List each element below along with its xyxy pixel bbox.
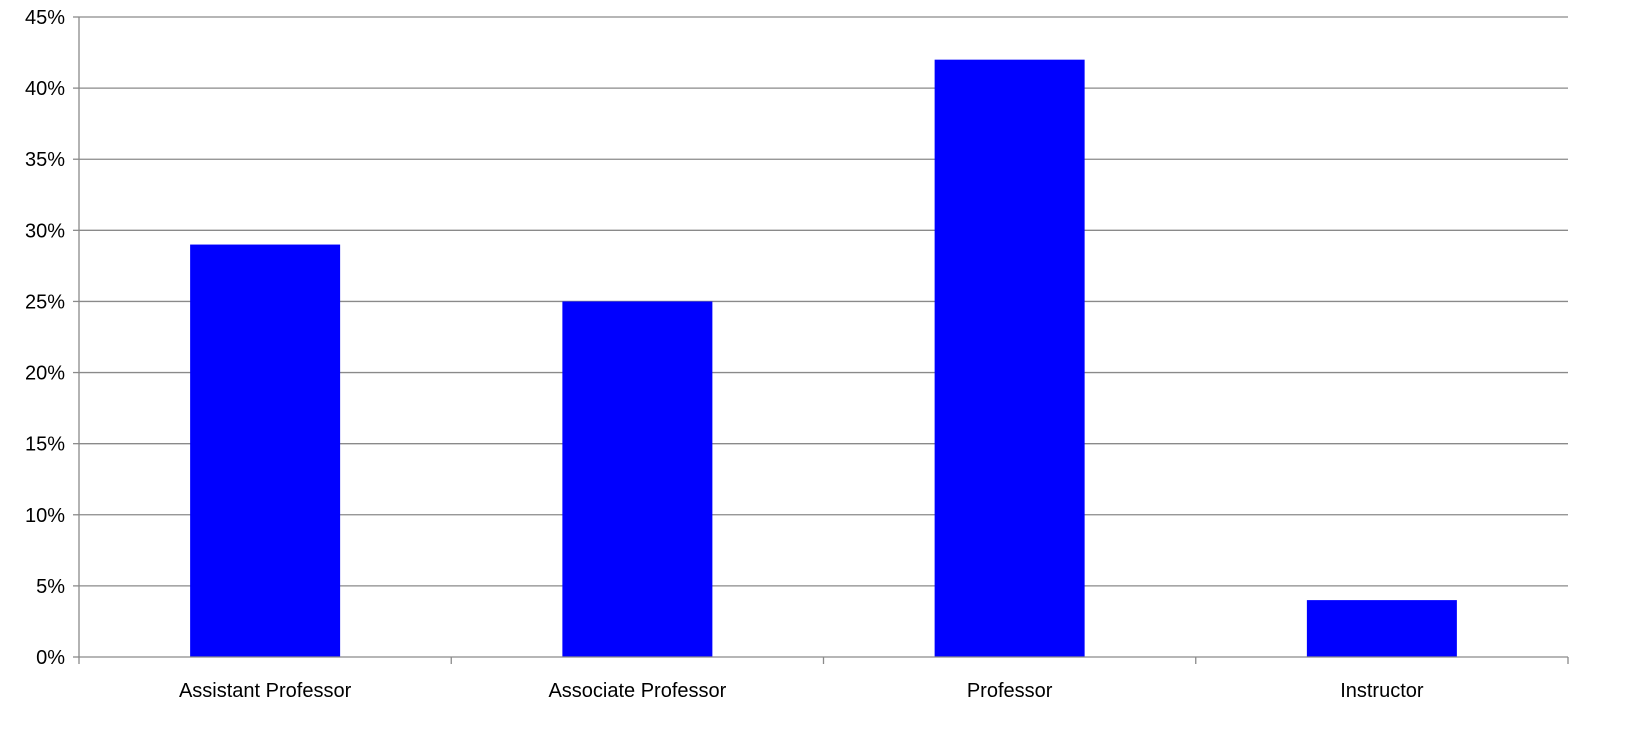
y-tick-label: 40% (25, 78, 65, 100)
y-tick-label: 35% (25, 149, 65, 171)
y-tick-label: 10% (25, 505, 65, 527)
x-tick-label: Professor (967, 680, 1053, 702)
y-tick-label: 25% (25, 291, 65, 313)
y-tick-label: 30% (25, 220, 65, 242)
x-tick-label: Associate Professor (548, 680, 726, 702)
bar (934, 59, 1085, 657)
bars (190, 59, 1457, 658)
y-tick-label: 45% (25, 7, 65, 29)
bar (190, 244, 341, 658)
axes (73, 16, 1569, 664)
y-tick-label: 5% (36, 576, 65, 598)
x-tick-label: Instructor (1340, 680, 1424, 702)
x-tick-label: Assistant Professor (179, 680, 352, 702)
y-tick-label: 0% (36, 647, 65, 669)
y-tick-label: 15% (25, 434, 65, 456)
x-axis-category-labels: Assistant Professor Associate Professor Pr… (179, 680, 1424, 702)
bar (562, 301, 713, 657)
y-axis-tick-labels: 0% 5% 10% 15% 20% 25% 30% 35% 40% 45% (25, 7, 65, 669)
y-tick-label: 20% (25, 363, 65, 385)
bar (1306, 600, 1457, 657)
